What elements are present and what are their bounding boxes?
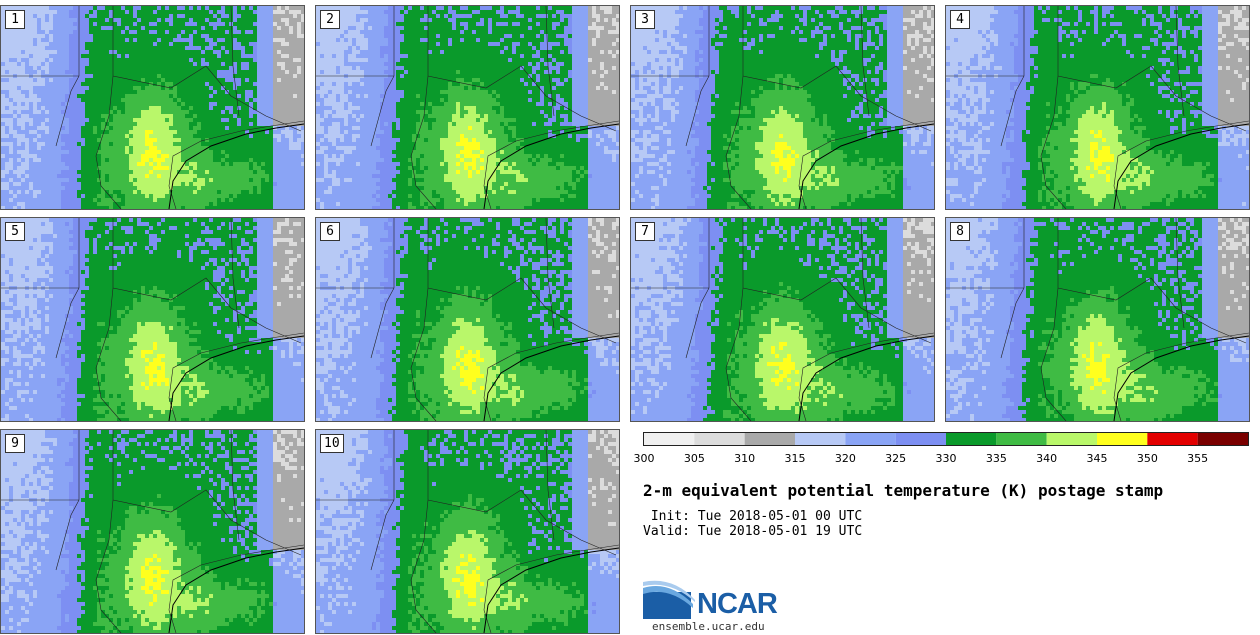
member-number: 4 [950,10,970,29]
field-map [946,6,1249,209]
ncar-logo-icon [643,580,695,619]
colorbar-outline [643,432,1249,446]
colorbar-bin-325 [895,433,946,445]
member-number: 3 [635,10,655,29]
stamp-panel-4[interactable]: 4 [945,5,1250,210]
init-time: Init: Tue 2018-05-01 00 UTC [643,509,862,524]
member-number: 1 [5,10,25,29]
stamp-panel-7[interactable]: 7 [630,217,935,422]
colorbar-bin-335 [996,433,1047,445]
coastline [483,335,619,421]
coastline [168,123,304,209]
member-number: 2 [320,10,340,29]
colorbar-bin-315 [795,433,846,445]
colorbar-tick-label: 350 [1132,452,1162,465]
state-boundaries [631,6,934,209]
stamp-panel-2[interactable]: 2 [315,5,620,210]
field-map [631,6,934,209]
coastline [483,123,619,209]
colorbar-bin-300 [644,433,695,445]
member-number: 8 [950,222,970,241]
coastline [1113,335,1249,421]
colorbar-tick-label: 335 [981,452,1011,465]
colorbar-tick-label: 315 [780,452,810,465]
state-boundaries [1,218,304,421]
colorbar-bin-340 [1046,433,1097,445]
colorbar-bin-320 [845,433,896,445]
colorbar-bin-310 [744,433,795,445]
colorbar-tick-label: 305 [679,452,709,465]
field-map [316,218,619,421]
coastline [798,123,934,209]
colorbar-tick-label: 355 [1183,452,1213,465]
colorbar [643,432,1249,446]
stamp-panel-3[interactable]: 3 [630,5,935,210]
state-boundaries [631,218,934,421]
stamp-panel-1[interactable]: 1 [0,5,305,210]
coastline [798,335,934,421]
coastline [168,547,304,633]
member-number: 10 [320,434,344,453]
member-number: 5 [5,222,25,241]
coastline [483,547,619,633]
coastline [168,335,304,421]
colorbar-tick-label: 330 [931,452,961,465]
stamp-panel-6[interactable]: 6 [315,217,620,422]
stamp-panel-8[interactable]: 8 [945,217,1250,422]
state-boundaries [946,218,1249,421]
stamp-panel-10[interactable]: 10 [315,429,620,634]
state-boundaries [1,430,304,633]
state-boundaries [1,6,304,209]
colorbar-bin-355 [1197,433,1248,445]
stamp-panel-9[interactable]: 9 [0,429,305,634]
colorbar-tick-label: 325 [881,452,911,465]
logo-url[interactable]: ensemble.ucar.edu [652,620,765,633]
member-number: 6 [320,222,340,241]
coastline [1113,123,1249,209]
field-map [316,430,619,633]
colorbar-tick-label: 300 [629,452,659,465]
field-map [1,6,304,209]
colorbar-bin-345 [1097,433,1148,445]
field-map [631,218,934,421]
state-boundaries [316,6,619,209]
colorbar-tick-label: 345 [1082,452,1112,465]
colorbar-bin-350 [1147,433,1198,445]
state-boundaries [316,430,619,633]
state-boundaries [946,6,1249,209]
member-number: 7 [635,222,655,241]
colorbar-bin-305 [694,433,745,445]
logo-wordmark: NCAR [697,588,778,621]
valid-time: Valid: Tue 2018-05-01 19 UTC [643,524,862,539]
field-map [1,430,304,633]
field-map [316,6,619,209]
plot-title: 2-m equivalent potential temperature (K)… [643,481,1163,500]
colorbar-tick-label: 320 [830,452,860,465]
member-number: 9 [5,434,25,453]
state-boundaries [316,218,619,421]
colorbar-tick-label: 340 [1032,452,1062,465]
field-map [1,218,304,421]
stamp-panel-5[interactable]: 5 [0,217,305,422]
colorbar-bin-330 [946,433,997,445]
field-map [946,218,1249,421]
colorbar-tick-label: 310 [730,452,760,465]
